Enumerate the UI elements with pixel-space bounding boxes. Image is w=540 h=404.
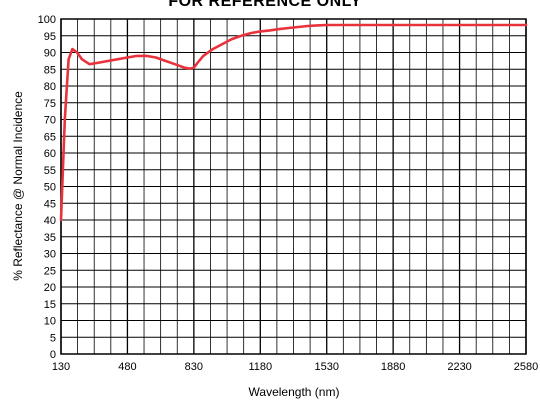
series [59,23,528,222]
y-tick-label: 10 [44,316,56,328]
series-line-0 [59,23,528,222]
y-tick-label: 45 [44,198,56,210]
y-tick-label: 5 [50,332,56,344]
chart-title: FOR REFERENCE ONLY [168,0,361,10]
y-tick-label: 95 [44,31,56,43]
x-tick-label: 2230 [447,361,471,373]
y-tick-label: 35 [44,232,56,244]
grid [60,18,527,355]
y-tick-label: 90 [44,48,56,60]
y-tick-label: 25 [44,265,56,277]
x-tick-label: 830 [185,361,203,373]
y-tick-label: 65 [44,131,56,143]
x-axis-title: Wavelength (nm) [249,385,340,399]
x-tick-label: 1880 [381,361,405,373]
y-tick-label: 0 [50,349,56,361]
y-tick-label: 50 [44,182,56,194]
y-tick-label: 70 [44,115,56,127]
x-tick-label: 2580 [514,361,538,373]
y-tick-label: 100 [38,14,56,26]
x-tick-label: 480 [118,361,136,373]
y-axis-title: % Reflectance @ Normal Incidence [11,91,25,281]
y-tick-label: 30 [44,249,56,261]
y-tick-label: 60 [44,148,56,160]
y-tick-label: 85 [44,64,56,76]
y-tick-label: 40 [44,215,56,227]
y-tick-label: 80 [44,81,56,93]
y-tick-label: 15 [44,299,56,311]
tick-labels: 0 5 10 15 20 25 30 35 40 45 50 55 60 65 70 75 80 85 90 95 10… [38,14,539,373]
x-tick-label: 1530 [314,361,338,373]
y-tick-label: 75 [44,98,56,110]
y-tick-label: 55 [44,165,56,177]
x-tick-label: 130 [52,361,70,373]
y-tick-label: 20 [44,282,56,294]
x-tick-label: 1180 [248,361,272,373]
